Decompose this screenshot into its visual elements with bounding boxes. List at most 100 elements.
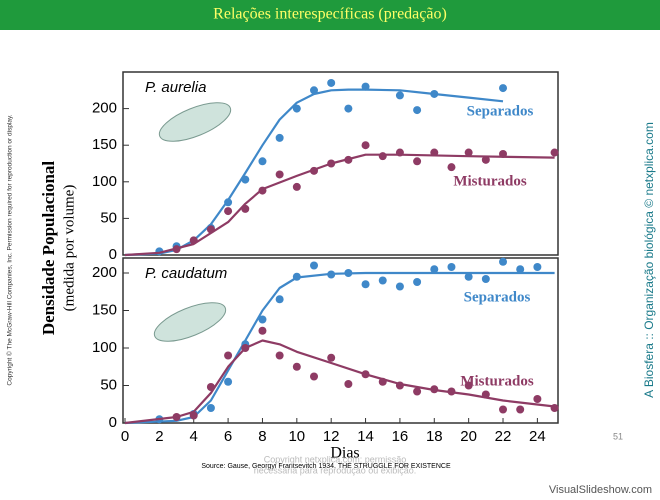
x-tick-label: 22 [495,428,512,445]
illustration [158,102,232,142]
y-tick-label: 0 [109,414,117,431]
data-point [447,263,456,271]
data-point [430,385,439,394]
data-point [413,157,422,166]
data-point [327,353,336,362]
site-note: A Biosfera :: Organização biológica © ne… [642,122,656,398]
data-point [241,204,250,213]
data-point [516,405,525,414]
x-tick-label: 2 [155,428,163,445]
data-point [172,413,181,421]
data-point [292,182,301,191]
x-tick-label: 14 [357,428,374,445]
copyright-note: Copyright © The McGraw-Hill Companies, I… [6,114,14,385]
series-label: Separados [464,289,531,305]
data-point [258,157,267,166]
data-point [395,91,404,100]
data-point [224,198,233,207]
data-point [430,265,439,274]
fit-line [124,153,555,257]
data-point [395,282,404,291]
data-point [275,170,284,179]
x-tick-label: 12 [323,428,340,445]
data-point [224,351,233,360]
data-point [464,272,473,281]
source-note: Source: Gause, Georgyi Frantsevitch 1934… [201,463,451,470]
x-tick-label: 10 [288,428,305,445]
data-point [533,395,542,403]
data-point [292,362,301,371]
data-point [378,152,387,161]
x-tick-label: 8 [258,428,266,445]
x-tick-label: 20 [460,428,477,445]
data-point [327,78,336,87]
data-point [275,351,284,360]
watermark: Copyright netxplica.com: permissão [264,454,407,464]
data-point [499,149,508,158]
data-point [275,295,284,304]
y-tick-label: 100 [92,339,117,356]
data-point [206,404,215,412]
data-point [481,155,490,164]
illustration [153,302,227,342]
data-point [413,106,422,115]
data-point [499,84,508,93]
data-point [258,326,267,335]
data-point [550,404,559,412]
data-point [533,263,542,271]
data-point [189,236,198,245]
slide-title: Relações interespecíficas (predação) [213,6,447,23]
data-point [361,370,370,379]
data-point [344,380,353,388]
brand: VisualSlideshow.com [549,484,652,496]
data-point [378,276,387,285]
series-label: Misturados [460,373,534,389]
x-tick-label: 18 [426,428,443,445]
y-tick-label: 150 [92,301,117,318]
title-bar [0,0,660,30]
data-point [310,372,319,381]
data-point [224,377,233,386]
panel-title: P. caudatum [145,265,227,282]
data-point [292,272,301,281]
y-tick-label: 200 [92,100,117,117]
x-tick-label: 6 [224,428,232,445]
data-point [361,82,370,91]
data-point [499,405,508,414]
data-point [550,148,559,157]
y-tick-label: 50 [100,376,117,393]
data-point [344,269,353,277]
data-point [481,390,490,399]
data-point [224,207,233,216]
series-label: Separados [467,103,534,119]
data-point [464,381,473,390]
data-point [499,257,508,266]
data-point [310,86,319,95]
x-tick-label: 16 [392,428,409,445]
data-point [206,383,215,391]
data-point [361,141,370,150]
y-tick-label: 150 [92,136,117,153]
data-point [481,275,490,283]
data-point [430,148,439,157]
data-point [395,148,404,157]
data-point [447,387,456,396]
data-point [172,245,181,254]
data-point [241,344,250,352]
y-tick-label: 0 [109,246,117,263]
data-point [310,166,319,175]
data-point [344,104,353,113]
data-point [395,381,404,390]
x-tick-label: 24 [529,428,546,445]
series-label: Misturados [453,173,527,189]
data-point [413,387,422,396]
y-axis-label: Densidade Populacional [39,161,58,336]
y-tick-label: 50 [100,209,117,226]
data-point [206,225,215,234]
data-point [189,411,198,420]
x-axis-label: Dias [330,445,359,462]
data-point [430,89,439,98]
data-point [292,104,301,113]
data-point [413,278,422,286]
data-point [361,280,370,289]
